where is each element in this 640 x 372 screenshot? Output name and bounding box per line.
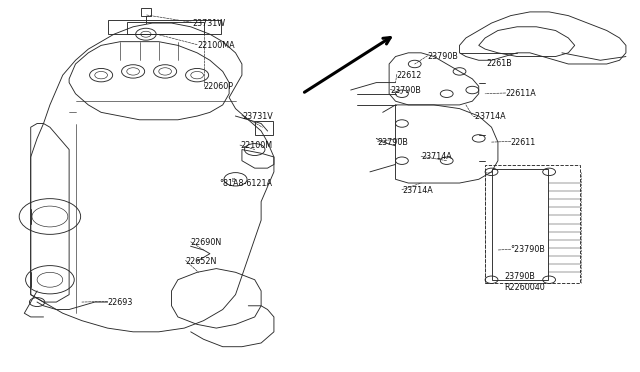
Text: 22652N: 22652N <box>186 257 217 266</box>
Text: 23790B: 23790B <box>504 272 535 280</box>
Text: 23790B: 23790B <box>428 52 458 61</box>
Text: 23790B: 23790B <box>390 86 421 94</box>
Text: 22693: 22693 <box>108 298 133 307</box>
Bar <box>127 22 204 34</box>
Bar <box>141 8 151 16</box>
Text: B: B <box>231 178 235 183</box>
Text: 23731W: 23731W <box>192 19 225 28</box>
Text: 23790B: 23790B <box>378 138 408 147</box>
Text: 23714A: 23714A <box>421 153 452 161</box>
Text: °23790B: °23790B <box>511 246 545 254</box>
Text: 22611A: 22611A <box>506 89 536 98</box>
Text: 22100MA: 22100MA <box>197 41 235 50</box>
Bar <box>255 121 273 135</box>
Text: 22060P: 22060P <box>204 82 234 91</box>
Bar <box>485 165 580 283</box>
Text: R2260040: R2260040 <box>504 283 545 292</box>
Text: 22690N: 22690N <box>191 238 222 247</box>
Text: 2261B: 2261B <box>486 60 512 68</box>
Text: 22611: 22611 <box>511 138 536 147</box>
Text: 22612: 22612 <box>397 71 422 80</box>
Text: 23731V: 23731V <box>242 112 273 121</box>
Text: 23714A: 23714A <box>402 186 433 195</box>
Text: -23714A: -23714A <box>472 112 506 121</box>
Text: 22100M: 22100M <box>240 141 272 150</box>
Bar <box>492 169 548 280</box>
Text: °81A8-6121A: °81A8-6121A <box>219 179 272 187</box>
Bar <box>108 20 221 34</box>
